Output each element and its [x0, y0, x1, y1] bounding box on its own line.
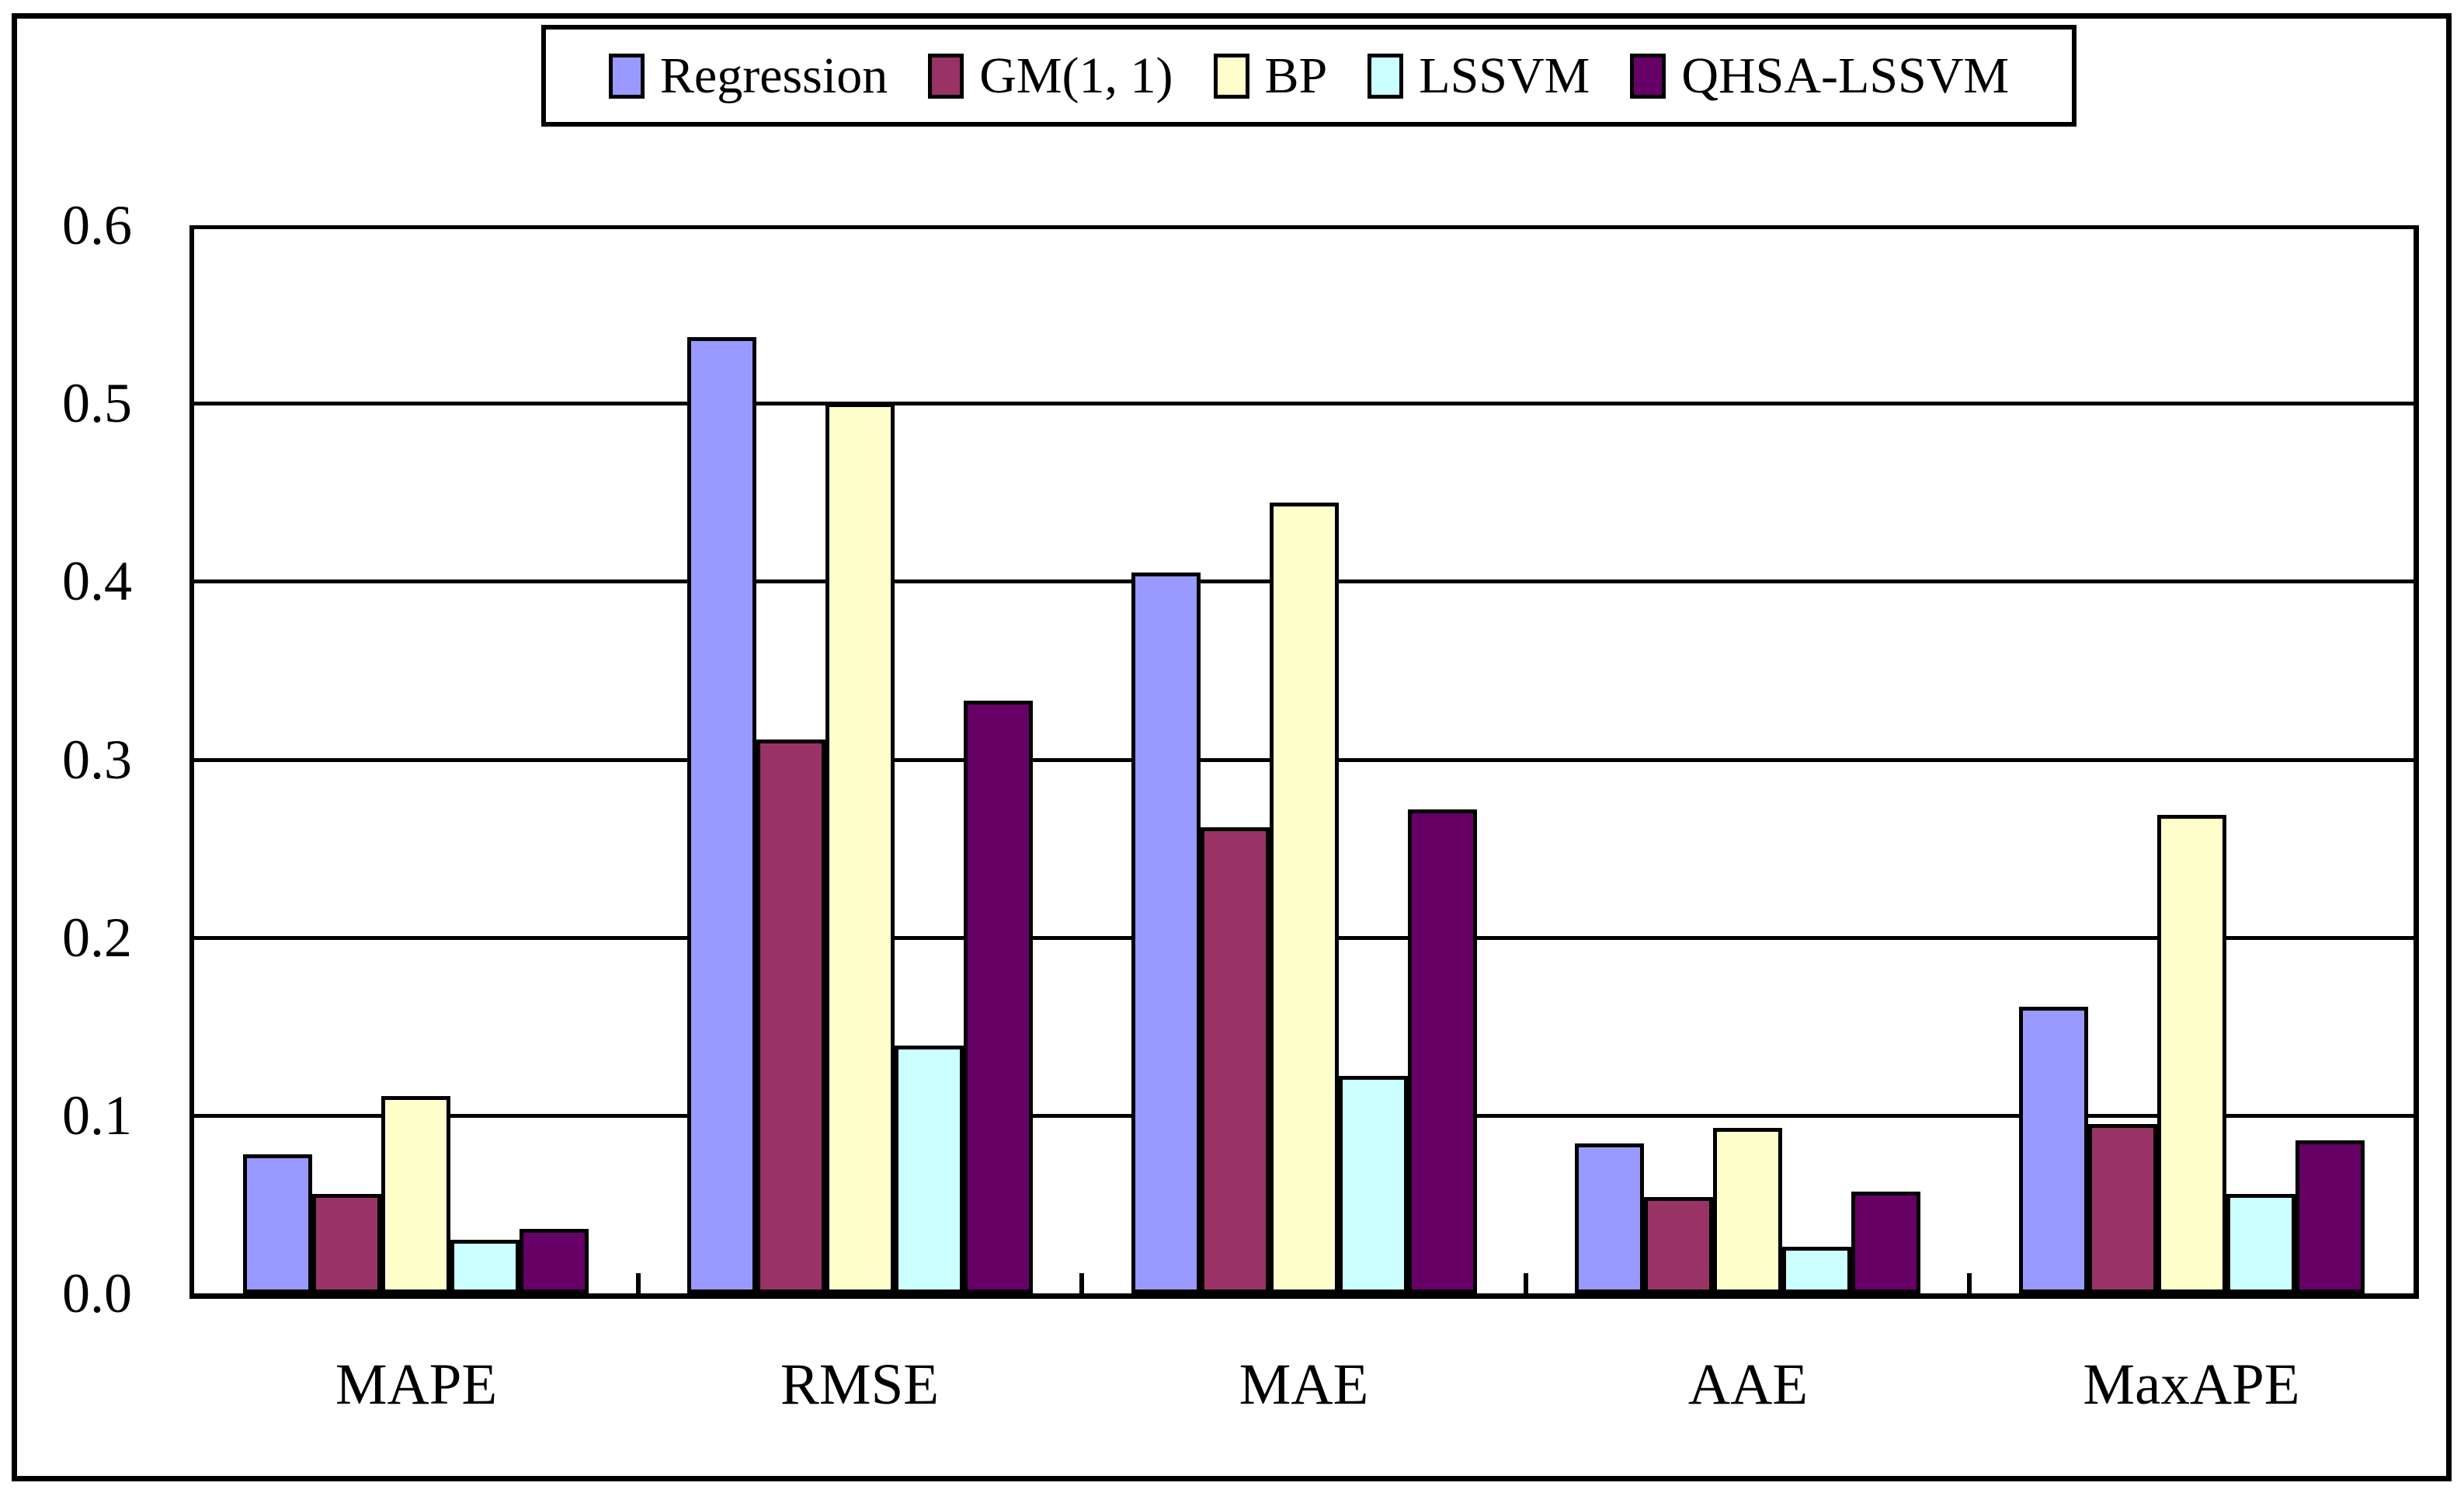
legend-item-4: LSSVM — [1368, 50, 1590, 102]
bar-gm11-rmse — [756, 740, 825, 1293]
x-axis-tick — [1967, 1273, 1972, 1293]
y-axis-tick-label: 0.1 — [62, 1084, 132, 1147]
legend-label: Regression — [659, 47, 888, 104]
x-axis-category-label: MaxAPE — [2083, 1352, 2300, 1417]
x-axis-category-label: MAE — [1239, 1352, 1369, 1417]
legend-label: GM(1, 1) — [979, 47, 1173, 104]
legend-swatch-icon — [1630, 53, 1666, 99]
bar-gm11-maxape — [2088, 1124, 2157, 1293]
bar-bp-maxape — [2157, 815, 2226, 1293]
bar-bp-mape — [381, 1096, 450, 1293]
bar-qhsalssvm-mae — [1408, 809, 1477, 1293]
y-axis-tick-label: 0.5 — [62, 372, 132, 434]
x-axis-tick — [1524, 1273, 1528, 1293]
y-axis-tick-label: 0.2 — [62, 907, 132, 969]
legend-label: BP — [1264, 47, 1328, 104]
legend-item-2: GM(1, 1) — [928, 50, 1173, 102]
legend-item-5: QHSA-LSSVM — [1630, 50, 2009, 102]
y-axis-tick-label: 0.0 — [62, 1262, 132, 1324]
bar-gm11-aae — [1644, 1197, 1713, 1293]
bar-bp-mae — [1270, 503, 1339, 1293]
x-axis-tick — [1079, 1273, 1084, 1293]
bar-lssvm-rmse — [895, 1046, 964, 1293]
legend-label: QHSA-LSSVM — [1681, 47, 2010, 104]
y-axis-tick-label: 0.3 — [62, 729, 132, 791]
y-axis-tick-label: 0.6 — [62, 194, 132, 256]
legend: Regression GM(1, 1) BP LSSVM QHSA-LSSVM — [541, 25, 2077, 127]
gridline — [194, 402, 2414, 405]
bar-qhsalssvm-rmse — [964, 701, 1033, 1293]
plot-area — [189, 225, 2419, 1299]
bar-gm11-mape — [312, 1194, 381, 1293]
bar-lssvm-maxape — [2226, 1194, 2295, 1293]
legend-item-3: BP — [1213, 47, 1328, 104]
bar-qhsalssvm-mape — [520, 1229, 589, 1293]
bar-regression-maxape — [2019, 1007, 2088, 1293]
bar-regression-mae — [1131, 573, 1201, 1293]
bar-qhsalssvm-aae — [1851, 1192, 1920, 1293]
legend-swatch-icon — [928, 53, 964, 99]
legend-swatch-icon — [1213, 53, 1249, 99]
legend-swatch-icon — [1368, 53, 1404, 99]
bar-lssvm-mae — [1339, 1076, 1408, 1293]
bar-qhsalssvm-maxape — [2295, 1140, 2365, 1293]
bar-regression-aae — [1575, 1143, 1644, 1293]
bar-bp-aae — [1713, 1128, 1782, 1293]
x-axis-tick — [636, 1273, 641, 1293]
bar-regression-rmse — [687, 337, 756, 1293]
x-axis-category-label: MAPE — [335, 1352, 498, 1417]
legend-swatch-icon — [608, 53, 645, 99]
bar-lssvm-mape — [450, 1240, 520, 1293]
y-axis-tick-label: 0.4 — [62, 550, 132, 612]
legend-item-1: Regression — [608, 47, 888, 104]
bar-lssvm-aae — [1782, 1247, 1851, 1293]
bar-bp-rmse — [825, 403, 895, 1293]
x-axis-category-label: RMSE — [780, 1352, 940, 1417]
bar-regression-mape — [243, 1154, 312, 1293]
gridline — [194, 225, 2414, 229]
legend-label: LSSVM — [1419, 47, 1590, 104]
bar-gm11-mae — [1201, 827, 1270, 1293]
x-axis-category-label: AAE — [1687, 1352, 1809, 1417]
